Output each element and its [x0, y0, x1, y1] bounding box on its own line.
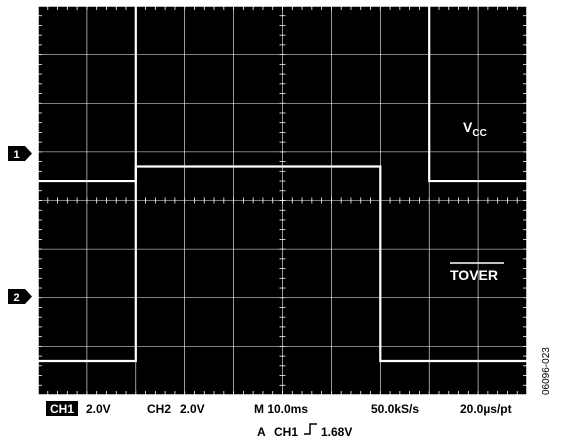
svg-text:1: 1 [13, 149, 19, 161]
svg-text:2: 2 [13, 292, 19, 304]
resolution: 20.0µs/pt [460, 402, 512, 416]
rising-edge-icon [304, 423, 317, 435]
trigger-prefix: A [257, 425, 266, 439]
ch1-badge: CH1 [50, 402, 74, 416]
trigger-channel: CH1 [274, 425, 298, 439]
ch1-badge-bg [46, 401, 78, 416]
traces [38, 0, 527, 363]
ch1-scale: 2.0V [86, 402, 111, 416]
timebase: M 10.0ms [254, 402, 308, 416]
channel-2-marker: 2 [8, 289, 32, 304]
ch2-label: CH2 [147, 402, 171, 416]
series-label-vcc: VCC [463, 119, 487, 139]
channel-1-marker: 1 [8, 146, 32, 161]
trace-tover [38, 165, 527, 363]
sample-rate: 50.0kS/s [371, 402, 419, 416]
ch2-scale: 2.0V [180, 402, 205, 416]
trigger-level: 1.68V [321, 425, 352, 439]
figure-id: 06096-023 [541, 347, 552, 395]
series-label-tover: TOVER [450, 267, 498, 283]
